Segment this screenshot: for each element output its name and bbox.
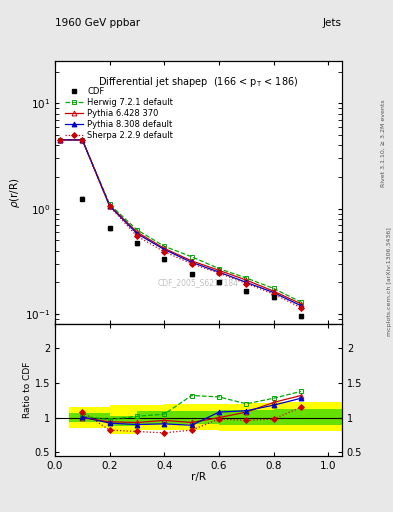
X-axis label: r/R: r/R bbox=[191, 472, 206, 482]
Text: Differential jet shapep  (166 < p$_\mathregular{T}$ < 186): Differential jet shapep (166 < p$_\mathr… bbox=[98, 75, 299, 89]
Legend: CDF, Herwig 7.2.1 default, Pythia 6.428 370, Pythia 8.308 default, Sherpa 2.2.9 : CDF, Herwig 7.2.1 default, Pythia 6.428 … bbox=[65, 87, 173, 140]
Text: Jets: Jets bbox=[323, 18, 342, 28]
Text: mcplots.cern.ch [arXiv:1306.3436]: mcplots.cern.ch [arXiv:1306.3436] bbox=[387, 227, 391, 336]
Y-axis label: Ratio to CDF: Ratio to CDF bbox=[23, 362, 32, 418]
Text: CDF_2005_S6217184: CDF_2005_S6217184 bbox=[158, 278, 239, 287]
Text: 1960 GeV ppbar: 1960 GeV ppbar bbox=[55, 18, 140, 28]
Text: Rivet 3.1.10, ≥ 3.2M events: Rivet 3.1.10, ≥ 3.2M events bbox=[381, 99, 386, 187]
Y-axis label: $\rho$(r/R): $\rho$(r/R) bbox=[8, 178, 22, 208]
